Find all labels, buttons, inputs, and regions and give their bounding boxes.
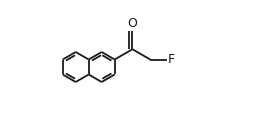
Text: F: F (168, 53, 175, 66)
Text: O: O (128, 16, 137, 29)
